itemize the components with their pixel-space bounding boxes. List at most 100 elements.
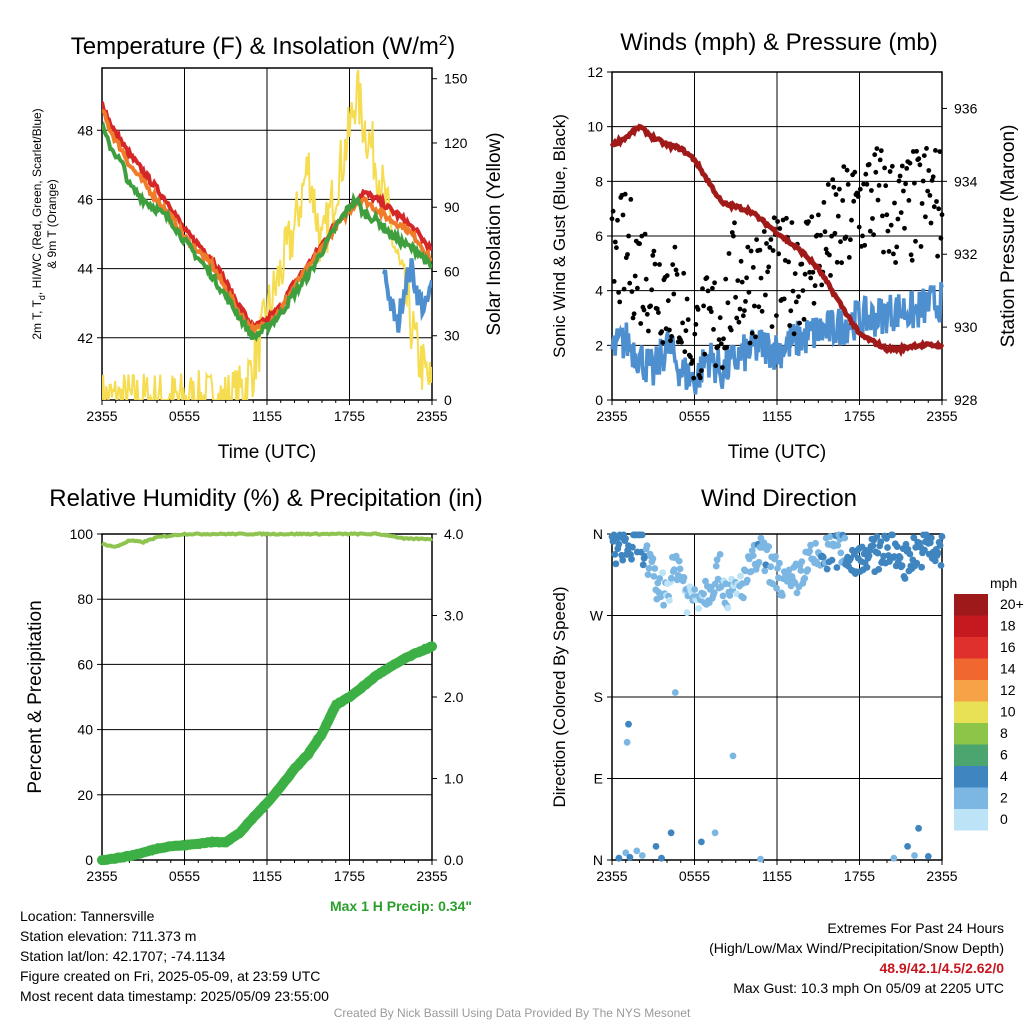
- gust-point: [878, 148, 884, 154]
- gust-point: [673, 267, 679, 273]
- gust-point: [756, 304, 762, 310]
- gust-point: [749, 330, 755, 336]
- gust-point: [819, 282, 825, 288]
- y-tick-label: 46: [77, 191, 93, 207]
- gust-point: [791, 331, 797, 337]
- direction-point: [712, 562, 720, 570]
- winds-y-axis-label: Sonic Wind & Gust (Blue, Black): [550, 114, 569, 358]
- direction-point: [875, 565, 883, 573]
- gust-point: [866, 162, 872, 167]
- gust-point: [750, 265, 756, 270]
- gust-point: [843, 234, 849, 240]
- gust-point: [913, 238, 918, 244]
- y-tick-label: S: [594, 689, 603, 705]
- y2-tick-label: 2.0: [444, 689, 464, 705]
- gust-point: [888, 222, 894, 228]
- winds-panel: 2355 0555 1155 1755 235502468101292893093293…: [550, 29, 1019, 463]
- gust-point: [775, 219, 780, 224]
- gust-point: [739, 279, 745, 285]
- speed-legend-label: 14: [1000, 661, 1016, 677]
- gust-point: [884, 212, 890, 218]
- gust-point: [914, 148, 919, 154]
- gust-point: [731, 233, 736, 239]
- gust-point: [802, 271, 808, 277]
- gust-point: [656, 310, 661, 315]
- gust-point: [928, 220, 934, 226]
- y-tick-label: 0: [595, 392, 603, 408]
- gust-point: [907, 160, 913, 166]
- gust-point: [726, 251, 732, 256]
- gust-point: [680, 320, 685, 326]
- x-tick-label: 0555: [679, 868, 710, 884]
- gust-point: [699, 368, 704, 373]
- gust-point: [832, 230, 838, 236]
- gust-point: [738, 258, 744, 264]
- gust-point: [882, 165, 887, 171]
- temperature-2m-line: [102, 101, 432, 329]
- gust-point: [917, 162, 923, 168]
- gust-point: [880, 213, 885, 219]
- gust-point: [839, 260, 844, 266]
- direction-point: [890, 854, 898, 862]
- direction-point: [749, 552, 757, 559]
- x-tick-label: 1755: [334, 408, 365, 424]
- direction-point: [937, 562, 945, 569]
- direction-point: [793, 589, 801, 597]
- y-tick-label: 20: [77, 787, 93, 803]
- x-tick-label: 2355: [416, 868, 447, 884]
- gust-point: [734, 315, 740, 321]
- speed-legend-label: 0: [1000, 811, 1008, 827]
- direction-point: [716, 551, 724, 558]
- direction-point: [828, 556, 836, 564]
- gust-point: [792, 271, 798, 276]
- y-tick-label: 48: [77, 122, 93, 138]
- gust-point: [821, 200, 827, 205]
- station-pressure-line: [609, 123, 945, 358]
- direction-point: [644, 571, 652, 578]
- gust-point: [740, 313, 746, 319]
- gust-point: [935, 253, 940, 259]
- direction-point: [936, 542, 944, 549]
- gust-point: [830, 177, 836, 183]
- y2-tick-label: 4.0: [444, 526, 464, 542]
- direction-point: [680, 574, 688, 581]
- gust-point: [769, 324, 775, 329]
- x-tick-label: 1155: [762, 408, 792, 424]
- direction-point: [628, 555, 635, 563]
- elevation-text: Station elevation: 711.373 m: [20, 928, 197, 944]
- gust-point: [629, 289, 635, 294]
- gust-point: [728, 327, 734, 333]
- direction-point: [698, 838, 705, 846]
- y-tick-label: 2: [595, 337, 603, 353]
- gust-point: [671, 291, 677, 297]
- speed-legend-swatch: [954, 658, 988, 680]
- gust-point: [912, 180, 917, 186]
- direction-point: [874, 549, 882, 557]
- gust-point: [628, 197, 634, 202]
- gust-point: [887, 169, 893, 174]
- gust-point: [674, 272, 680, 277]
- gust-point: [799, 261, 805, 267]
- gust-point: [667, 327, 672, 333]
- gust-point: [903, 181, 908, 187]
- y-tick-label: 0: [85, 852, 93, 868]
- direction-point: [615, 540, 623, 548]
- gust-point: [934, 199, 939, 204]
- speed-legend-label: 8: [1000, 725, 1008, 741]
- gust-point: [818, 232, 823, 238]
- solar-y-axis-label: Solar Insolation (Yellow): [484, 132, 505, 335]
- extremes-info: Extremes For Past 24 Hours (High/Low/Max…: [709, 918, 1004, 998]
- direction-point: [915, 824, 922, 832]
- gust-point: [643, 276, 649, 282]
- direction-point: [656, 575, 664, 582]
- gust-point: [735, 278, 741, 283]
- direction-point: [921, 546, 928, 554]
- direction-point: [629, 543, 636, 551]
- y2-tick-label: 30: [444, 328, 460, 344]
- gust-point: [630, 315, 636, 321]
- gust-point: [938, 235, 944, 241]
- gust-point: [742, 308, 747, 313]
- speed-legend-label: 2: [1000, 790, 1008, 806]
- gust-point: [906, 198, 912, 203]
- gust-point: [648, 303, 653, 309]
